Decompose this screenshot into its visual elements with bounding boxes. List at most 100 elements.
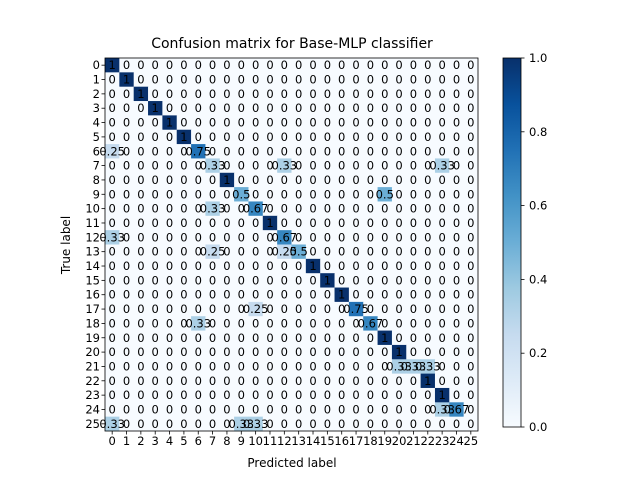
matrix-cell bbox=[262, 187, 278, 202]
cell-value-label: 0 bbox=[424, 173, 431, 187]
cell-value-label: 0 bbox=[395, 130, 402, 144]
matrix-cell bbox=[449, 172, 465, 188]
cell-value-label: 0 bbox=[324, 388, 331, 402]
cell-value-label: 0 bbox=[453, 87, 460, 101]
y-tick-label: 18 bbox=[85, 316, 100, 330]
cell-value-label: 0 bbox=[338, 230, 345, 244]
matrix-cell bbox=[320, 258, 335, 274]
cell-value-label: 0 bbox=[266, 388, 273, 402]
cell-value-label: 0 bbox=[281, 73, 288, 87]
matrix-cell bbox=[291, 287, 307, 303]
matrix-cell bbox=[348, 115, 364, 131]
colorbar-tick-label: 0.2 bbox=[529, 346, 547, 360]
matrix-cell bbox=[105, 359, 120, 375]
cell-value-label: 0 bbox=[195, 173, 202, 187]
matrix-cell bbox=[191, 316, 206, 331]
cell-value-label: 0 bbox=[109, 245, 116, 259]
matrix-cell bbox=[463, 115, 479, 131]
matrix-cell bbox=[348, 172, 364, 188]
matrix-cell bbox=[406, 129, 422, 145]
cell-value-label: 0 bbox=[367, 216, 374, 230]
matrix-cell bbox=[133, 101, 149, 116]
cell-value-label: 0 bbox=[324, 302, 331, 316]
matrix-cell bbox=[133, 230, 149, 245]
matrix-cell bbox=[334, 86, 350, 102]
matrix-cell bbox=[305, 387, 321, 403]
cell-value-label: 0 bbox=[324, 216, 331, 230]
matrix-cell bbox=[176, 287, 192, 303]
matrix-cell bbox=[205, 273, 221, 288]
matrix-cell bbox=[406, 58, 422, 73]
matrix-cell bbox=[205, 373, 221, 389]
matrix-cell bbox=[105, 230, 120, 245]
cell-value-label: 0 bbox=[152, 58, 159, 72]
matrix-cell bbox=[320, 172, 335, 188]
y-tick-label: 14 bbox=[85, 259, 100, 273]
matrix-cell bbox=[391, 72, 407, 88]
matrix-cell bbox=[363, 273, 378, 288]
cell-value-label: 0 bbox=[238, 316, 245, 330]
matrix-cell bbox=[391, 101, 407, 116]
cell-value-label: 0 bbox=[367, 417, 374, 431]
cell-value-label: 0.25 bbox=[243, 302, 269, 316]
matrix-cell bbox=[434, 101, 450, 116]
cell-value-label: 0 bbox=[367, 359, 374, 373]
cell-value-label: 0 bbox=[309, 144, 316, 158]
cell-value-label: 0 bbox=[395, 159, 402, 173]
matrix-cell bbox=[334, 58, 350, 73]
matrix-cell bbox=[363, 316, 378, 331]
matrix-cell bbox=[162, 330, 178, 346]
matrix-cell bbox=[434, 230, 450, 245]
matrix-cell bbox=[334, 387, 350, 403]
matrix-cell bbox=[191, 187, 206, 202]
matrix-cell bbox=[391, 86, 407, 102]
cell-value-label: 0 bbox=[467, 388, 474, 402]
matrix-cell bbox=[463, 230, 479, 245]
cell-value-label: 0 bbox=[166, 402, 173, 416]
cell-value-label: 0 bbox=[453, 159, 460, 173]
cell-value-label: 0 bbox=[238, 374, 245, 388]
matrix-cell bbox=[363, 359, 378, 375]
matrix-cell bbox=[148, 258, 163, 274]
matrix-cell bbox=[119, 115, 135, 131]
cell-value-label: 0 bbox=[352, 388, 359, 402]
cell-value-label: 0 bbox=[180, 345, 187, 359]
cell-value-label: 0 bbox=[223, 273, 230, 287]
matrix-cell bbox=[234, 387, 249, 403]
cell-value-label: 0 bbox=[338, 259, 345, 273]
cell-value-label: 0 bbox=[438, 73, 445, 87]
matrix-cell bbox=[305, 316, 321, 331]
matrix-cell bbox=[406, 359, 422, 375]
matrix-cell bbox=[434, 387, 450, 403]
cell-value-label: 0 bbox=[266, 58, 273, 72]
matrix-cell bbox=[377, 344, 393, 360]
matrix-cell bbox=[420, 58, 436, 73]
cell-value-label: 1 bbox=[137, 87, 144, 101]
cell-value-label: 0 bbox=[467, 230, 474, 244]
x-tick-label: 5 bbox=[180, 434, 187, 448]
cell-value-label: 0 bbox=[453, 144, 460, 158]
cell-value-label: 0 bbox=[395, 374, 402, 388]
matrix-cell bbox=[463, 258, 479, 274]
cell-value-label: 0 bbox=[467, 130, 474, 144]
cell-value-label: 0 bbox=[367, 374, 374, 388]
matrix-cell bbox=[305, 144, 321, 159]
matrix-cell bbox=[248, 101, 264, 116]
cell-value-label: 0 bbox=[195, 159, 202, 173]
cell-value-label: 0 bbox=[352, 374, 359, 388]
cell-value-label: 0 bbox=[309, 130, 316, 144]
cell-value-label: 0 bbox=[109, 216, 116, 230]
matrix-cell bbox=[105, 402, 120, 418]
cell-value-label: 0 bbox=[424, 316, 431, 330]
matrix-cell bbox=[291, 258, 307, 274]
cell-value-label: 0 bbox=[166, 273, 173, 287]
matrix-cell bbox=[348, 258, 364, 274]
matrix-cell bbox=[449, 402, 465, 418]
matrix-cell bbox=[119, 58, 135, 73]
matrix-cell bbox=[391, 58, 407, 73]
y-tick-label: 21 bbox=[85, 359, 100, 373]
matrix-cell bbox=[234, 230, 249, 245]
matrix-cell bbox=[119, 129, 135, 145]
matrix-cell bbox=[463, 330, 479, 346]
matrix-cell bbox=[191, 387, 206, 403]
